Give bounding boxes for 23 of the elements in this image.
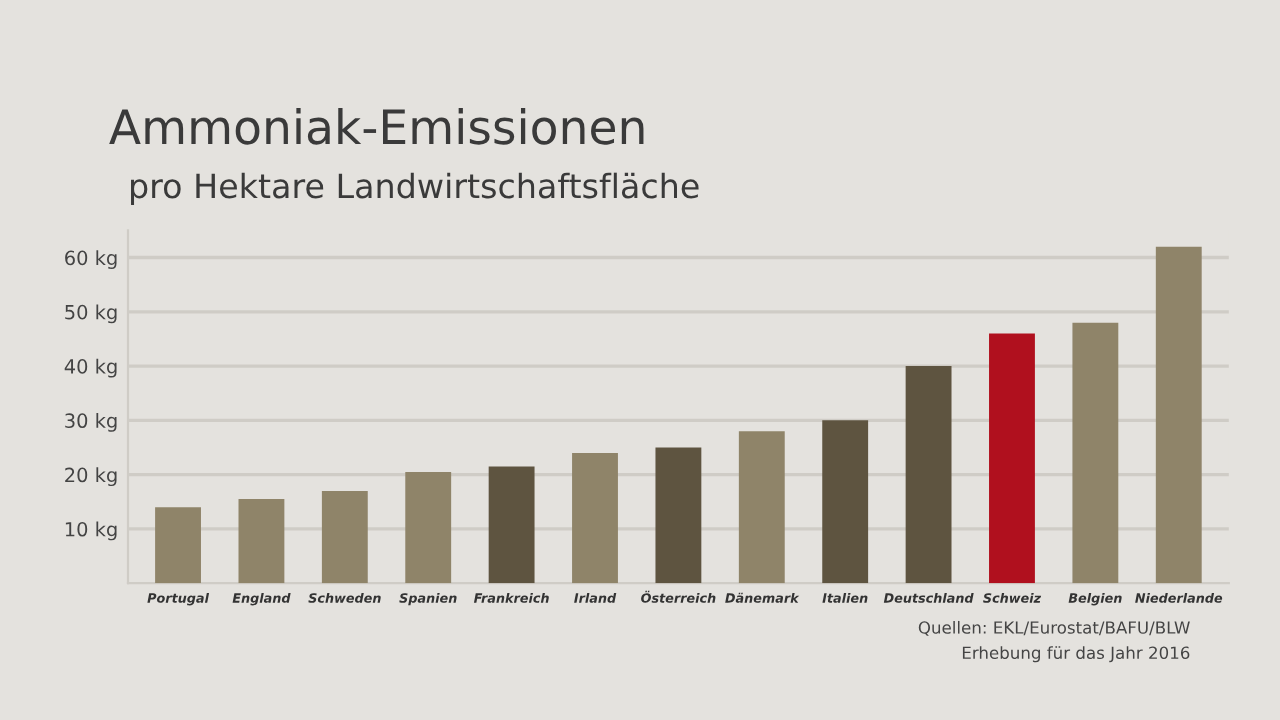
bar — [238, 499, 285, 584]
bar — [905, 366, 952, 584]
chart-title: Ammoniak-Emissionen — [109, 108, 644, 145]
y-tick-label: 60 kg — [65, 250, 117, 269]
bar — [572, 452, 618, 584]
bar — [989, 333, 1035, 584]
chart-subtitle: pro Hektare Landwirtschaftsfläche — [131, 172, 699, 205]
y-tick-label: 50 kg — [65, 304, 117, 324]
text: Erhebung für das Jahr 2016 — [962, 646, 1190, 663]
bar — [405, 471, 452, 584]
bar — [738, 431, 785, 584]
y-tick-label: 40 kg — [64, 358, 117, 378]
bar — [655, 447, 702, 584]
source-note: Quellen: EKL/Eurostat/BAFU/BLW — [918, 620, 1190, 636]
y-tick-label: 30 kg — [65, 412, 117, 432]
bar — [488, 466, 535, 584]
bar — [155, 507, 201, 584]
bar — [1155, 246, 1202, 584]
bar — [1072, 322, 1119, 584]
bar — [321, 490, 368, 584]
y-tick-label: 10 kg — [65, 521, 117, 541]
bar — [822, 420, 869, 584]
y-tick-label: 20 kg — [65, 467, 117, 487]
